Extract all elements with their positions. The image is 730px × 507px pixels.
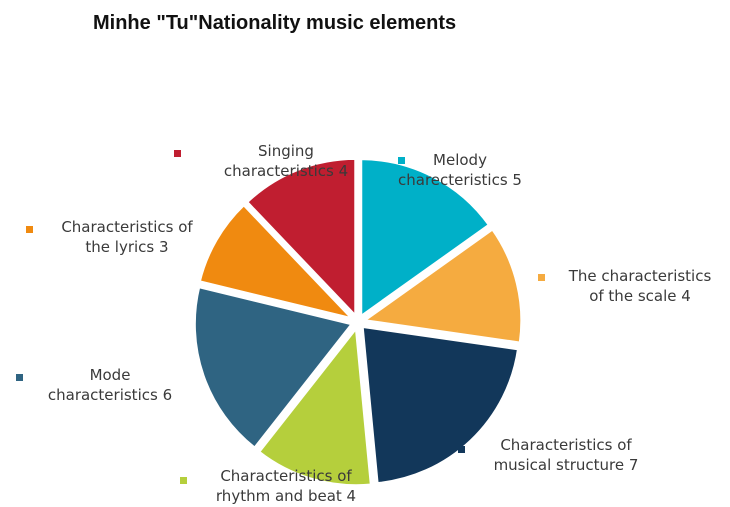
slice-label-2: The characteristics of the scale 4 — [568, 267, 712, 305]
legend-marker-6 — [26, 226, 33, 233]
pie-slice-1 — [359, 157, 492, 320]
legend-marker-3 — [458, 446, 465, 453]
pie-slice-3 — [360, 324, 521, 486]
slice-label-6: Characteristics of the lyrics 3 — [61, 218, 193, 256]
pie-slices — [192, 156, 524, 488]
chart-title: Minhe "Tu"Nationality music elements — [93, 12, 457, 34]
legend-marker-7 — [174, 150, 181, 157]
slice-label-1: Melody charecteristics 5 — [398, 151, 522, 189]
slice-label-5: Mode characteristics 6 — [48, 366, 172, 404]
legend-marker-5 — [16, 374, 23, 381]
legend-marker-1 — [398, 157, 405, 164]
pie-slice-7 — [244, 156, 358, 321]
pie-labels: Melody charecteristics 5 The characteristi… — [16, 142, 711, 505]
pie-slice-6 — [197, 202, 358, 322]
pie-slice-5 — [192, 284, 355, 451]
legend-marker-2 — [538, 274, 545, 281]
slice-label-3: Characteristics of musical structure 7 — [494, 436, 639, 474]
pie-slice-4 — [256, 323, 373, 488]
pie-slice-2 — [359, 226, 524, 345]
slice-label-7: Singing characteristics 4 — [224, 142, 348, 180]
legend-marker-4 — [180, 477, 187, 484]
slice-label-4: Characteristics of rhythm and beat 4 — [216, 467, 356, 505]
